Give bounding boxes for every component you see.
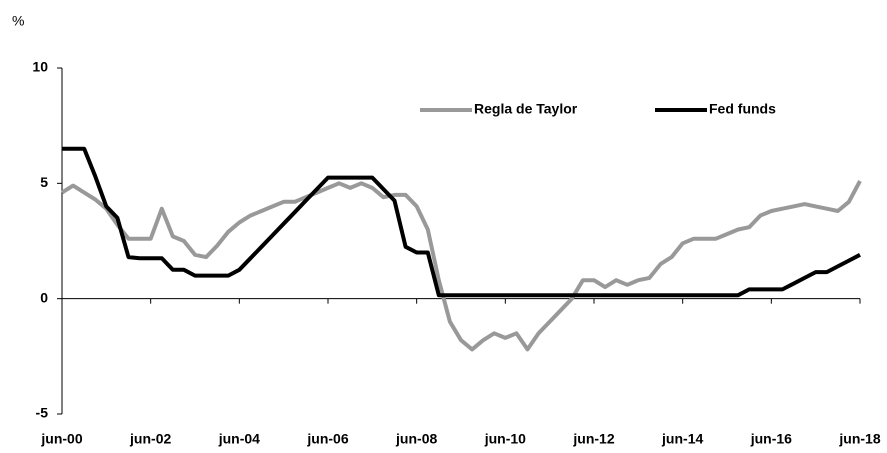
y-tick-label: 5: [40, 174, 48, 190]
x-tick-label: jun-10: [484, 431, 526, 447]
y-tick-label: 10: [32, 59, 48, 75]
x-tick-label: jun-00: [40, 431, 82, 447]
legend-label: Regla de Taylor: [474, 101, 578, 117]
x-tick-label: jun-14: [661, 431, 703, 447]
legend-label: Fed funds: [709, 101, 776, 117]
x-tick-label: jun-02: [129, 431, 171, 447]
series-line: [60, 180, 862, 352]
x-tick-label: jun-16: [750, 431, 792, 447]
x-tick-label: jun-06: [306, 431, 348, 447]
y-tick-label: 0: [40, 289, 48, 305]
series-line: [62, 146, 861, 298]
y-tick-label: -5: [36, 405, 49, 421]
x-tick-label: jun-08: [395, 431, 437, 447]
x-tick-label: jun-12: [572, 431, 614, 447]
y-axis-label: %: [12, 13, 24, 29]
x-tick-label: jun-18: [838, 431, 880, 447]
x-tick-label: jun-04: [218, 431, 260, 447]
